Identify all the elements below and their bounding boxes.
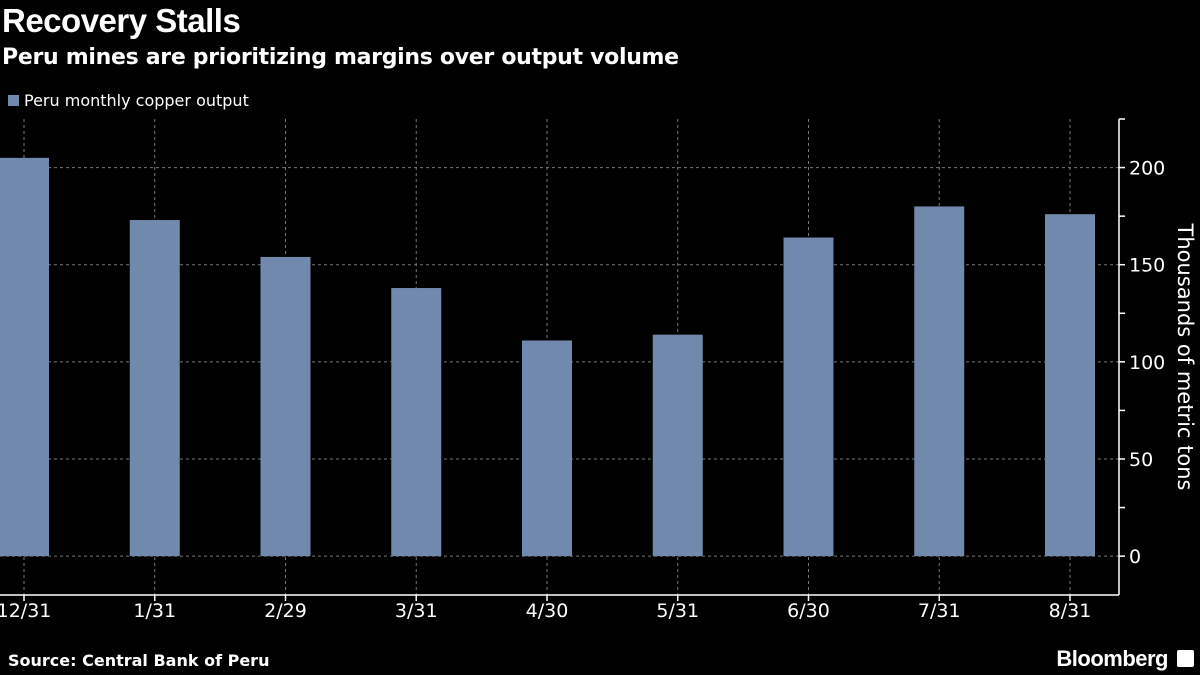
y-tick-label: 150 <box>1129 255 1165 277</box>
bar-7/31 <box>914 206 965 557</box>
bar-2/29 <box>260 256 311 557</box>
x-tick-label: 1/31 <box>133 600 176 622</box>
bar-12/31 <box>0 157 49 557</box>
bar-4/30 <box>522 340 572 557</box>
x-tick-label: 7/31 <box>918 600 961 622</box>
chart-subtitle: Peru mines are prioritizing margins over… <box>2 45 679 70</box>
legend: Peru monthly copper output <box>8 91 249 110</box>
y-tick-label: 200 <box>1129 158 1165 180</box>
x-tick-label: 3/31 <box>395 600 438 622</box>
bloomberg-logo: Bloomberg <box>1056 646 1168 671</box>
y-tick-label: 50 <box>1129 449 1153 471</box>
y-tick-label: 100 <box>1129 352 1165 374</box>
bar-3/31 <box>391 288 442 557</box>
x-tick-label: 6/30 <box>787 600 830 622</box>
source-note: Source: Central Bank of Peru <box>8 651 270 670</box>
legend-label: Peru monthly copper output <box>24 91 249 110</box>
x-tick-label: 2/29 <box>264 600 307 622</box>
bar-1/31 <box>129 220 180 557</box>
x-tick-label: 4/30 <box>526 600 569 622</box>
bar-5/31 <box>652 334 703 557</box>
legend-swatch <box>8 95 19 106</box>
bloomberg-chart-icon <box>1177 650 1194 667</box>
x-tick-label: 5/31 <box>656 600 699 622</box>
y-axis-title: Thousands of metric tons <box>1173 223 1197 491</box>
x-tick-label: 12/31 <box>0 600 51 622</box>
bar-8/31 <box>1045 214 1095 557</box>
bar-6/30 <box>783 237 834 557</box>
x-tick-label: 8/31 <box>1049 600 1092 622</box>
y-tick-label: 0 <box>1129 546 1141 568</box>
chart-title: Recovery Stalls <box>2 2 241 39</box>
